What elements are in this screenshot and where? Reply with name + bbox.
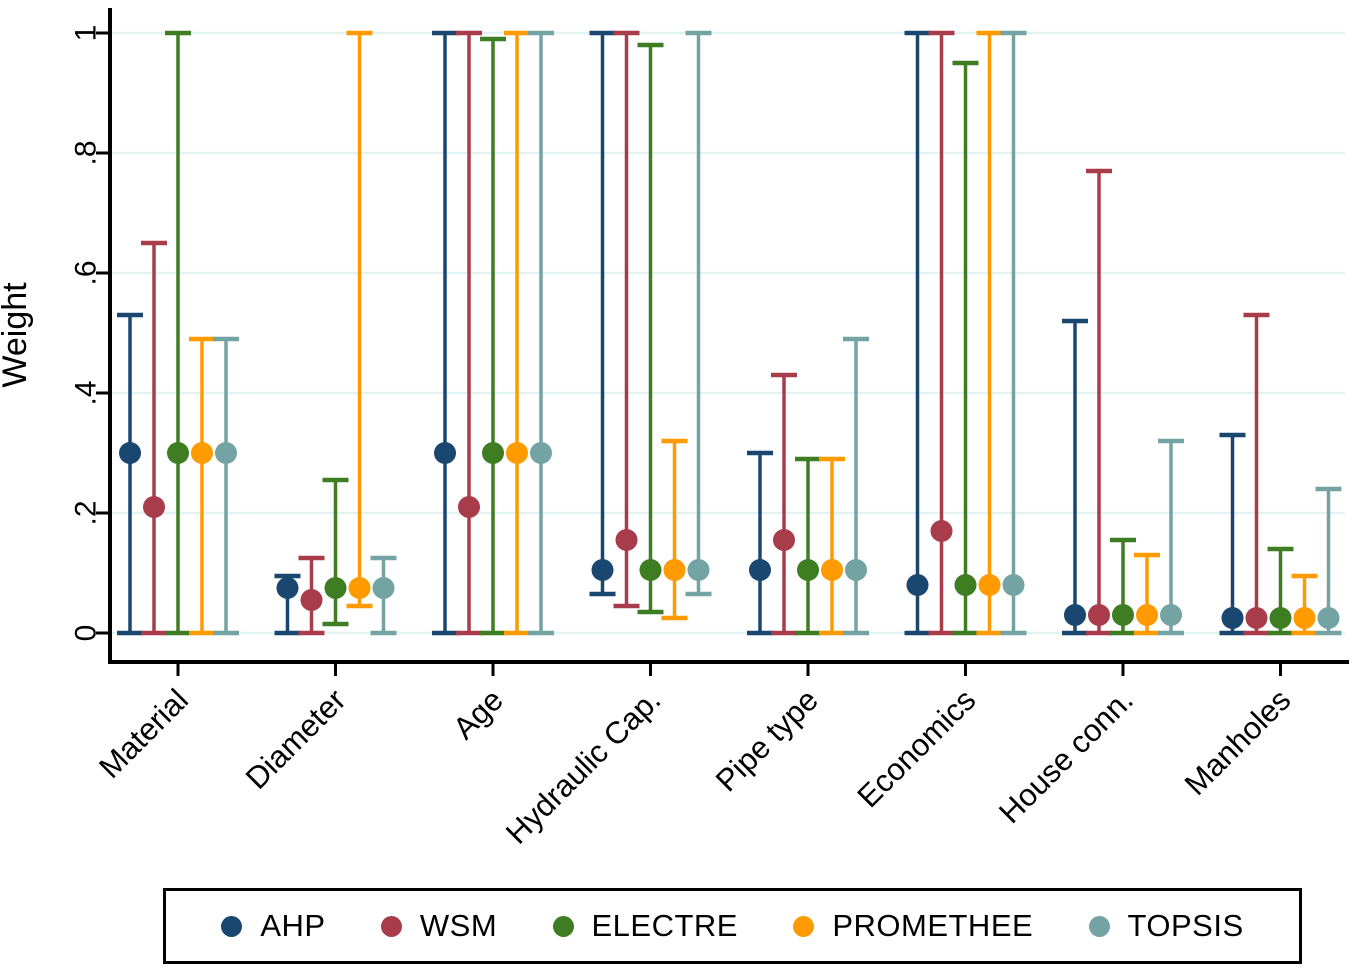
y-tick-label: .6 [70,260,103,285]
legend-marker-promethee [793,915,815,937]
point-marker [372,577,395,599]
point-marker [845,559,867,581]
point-marker [773,529,795,551]
y-tick-label: .2 [70,500,103,525]
point-marker [167,442,189,464]
point-marker [119,442,141,464]
point-marker [687,559,710,581]
point-marker [954,574,977,596]
x-category-label: Pipe type [709,682,825,798]
y-tick-label: .4 [70,380,103,405]
legend-item-electre: ELECTRE [552,908,738,944]
point-marker [797,559,819,581]
point-marker [930,520,953,542]
point-marker [615,529,638,551]
point-marker [1002,574,1025,596]
legend-label-topsis: TOPSIS [1127,908,1244,943]
legend-marker-topsis [1088,915,1110,937]
point-marker [639,559,662,581]
x-category-label: Economics [850,682,982,814]
point-marker [215,442,237,464]
legend-item-topsis: TOPSIS [1088,908,1244,944]
x-category-label: Material [92,682,195,785]
legend: AHP WSM ELECTRE PROMETHEE TOPSIS [163,888,1302,964]
point-marker [1088,604,1110,626]
point-marker [191,442,213,464]
series-wsm [141,30,1270,636]
legend-marker-electre [552,915,574,937]
y-tick-label: 0 [70,625,103,642]
legend-label-electre: ELECTRE [591,908,738,943]
x-category-label: House conn. [992,682,1140,830]
x-category-label: Manholes [1178,682,1298,802]
legend-item-promethee: PROMETHEE [793,908,1033,944]
point-marker [482,442,504,464]
point-marker [276,577,299,599]
point-marker [1269,607,1292,629]
point-marker [530,442,552,464]
point-marker [1160,604,1182,626]
x-category-label: Hydraulic Cap. [499,682,668,851]
point-marker [348,577,371,599]
point-marker [434,442,456,464]
point-marker [1064,604,1086,626]
y-axis-title: Weight [0,282,34,388]
legend-item-wsm: WSM [380,908,498,944]
series-topsis [213,30,1342,636]
x-category-label: Age [446,682,510,746]
point-marker [749,559,771,581]
legend-label-promethee: PROMETHEE [832,908,1034,943]
chart-canvas: Weight 0 .2 .4 .6 .8 1 Material Diameter AgeHydr… [0,8,1349,851]
series-electre [165,30,1294,636]
point-marker [663,559,686,581]
legend-item-ahp: AHP [221,908,325,944]
series-promethee [189,30,1318,636]
point-marker [906,574,929,596]
point-marker [458,496,480,518]
point-marker [1317,607,1340,629]
point-marker [1245,607,1268,629]
point-marker [1293,607,1316,629]
point-marker [143,496,165,518]
point-marker [300,589,323,611]
legend-label-wsm: WSM [419,908,498,943]
legend-marker-wsm [380,915,402,937]
y-tick-label: .8 [70,140,103,165]
point-marker [1221,607,1244,629]
point-marker [978,574,1001,596]
point-marker [821,559,843,581]
point-marker [1112,604,1134,626]
legend-marker-ahp [221,915,243,937]
point-marker [591,559,614,581]
x-category-label: Diameter [239,682,353,796]
legend-label-ahp: AHP [260,908,326,943]
point-marker [1136,604,1158,626]
point-marker [506,442,528,464]
series-ahp [117,30,1246,636]
point-marker [324,577,347,599]
y-tick-label: 1 [70,25,103,42]
